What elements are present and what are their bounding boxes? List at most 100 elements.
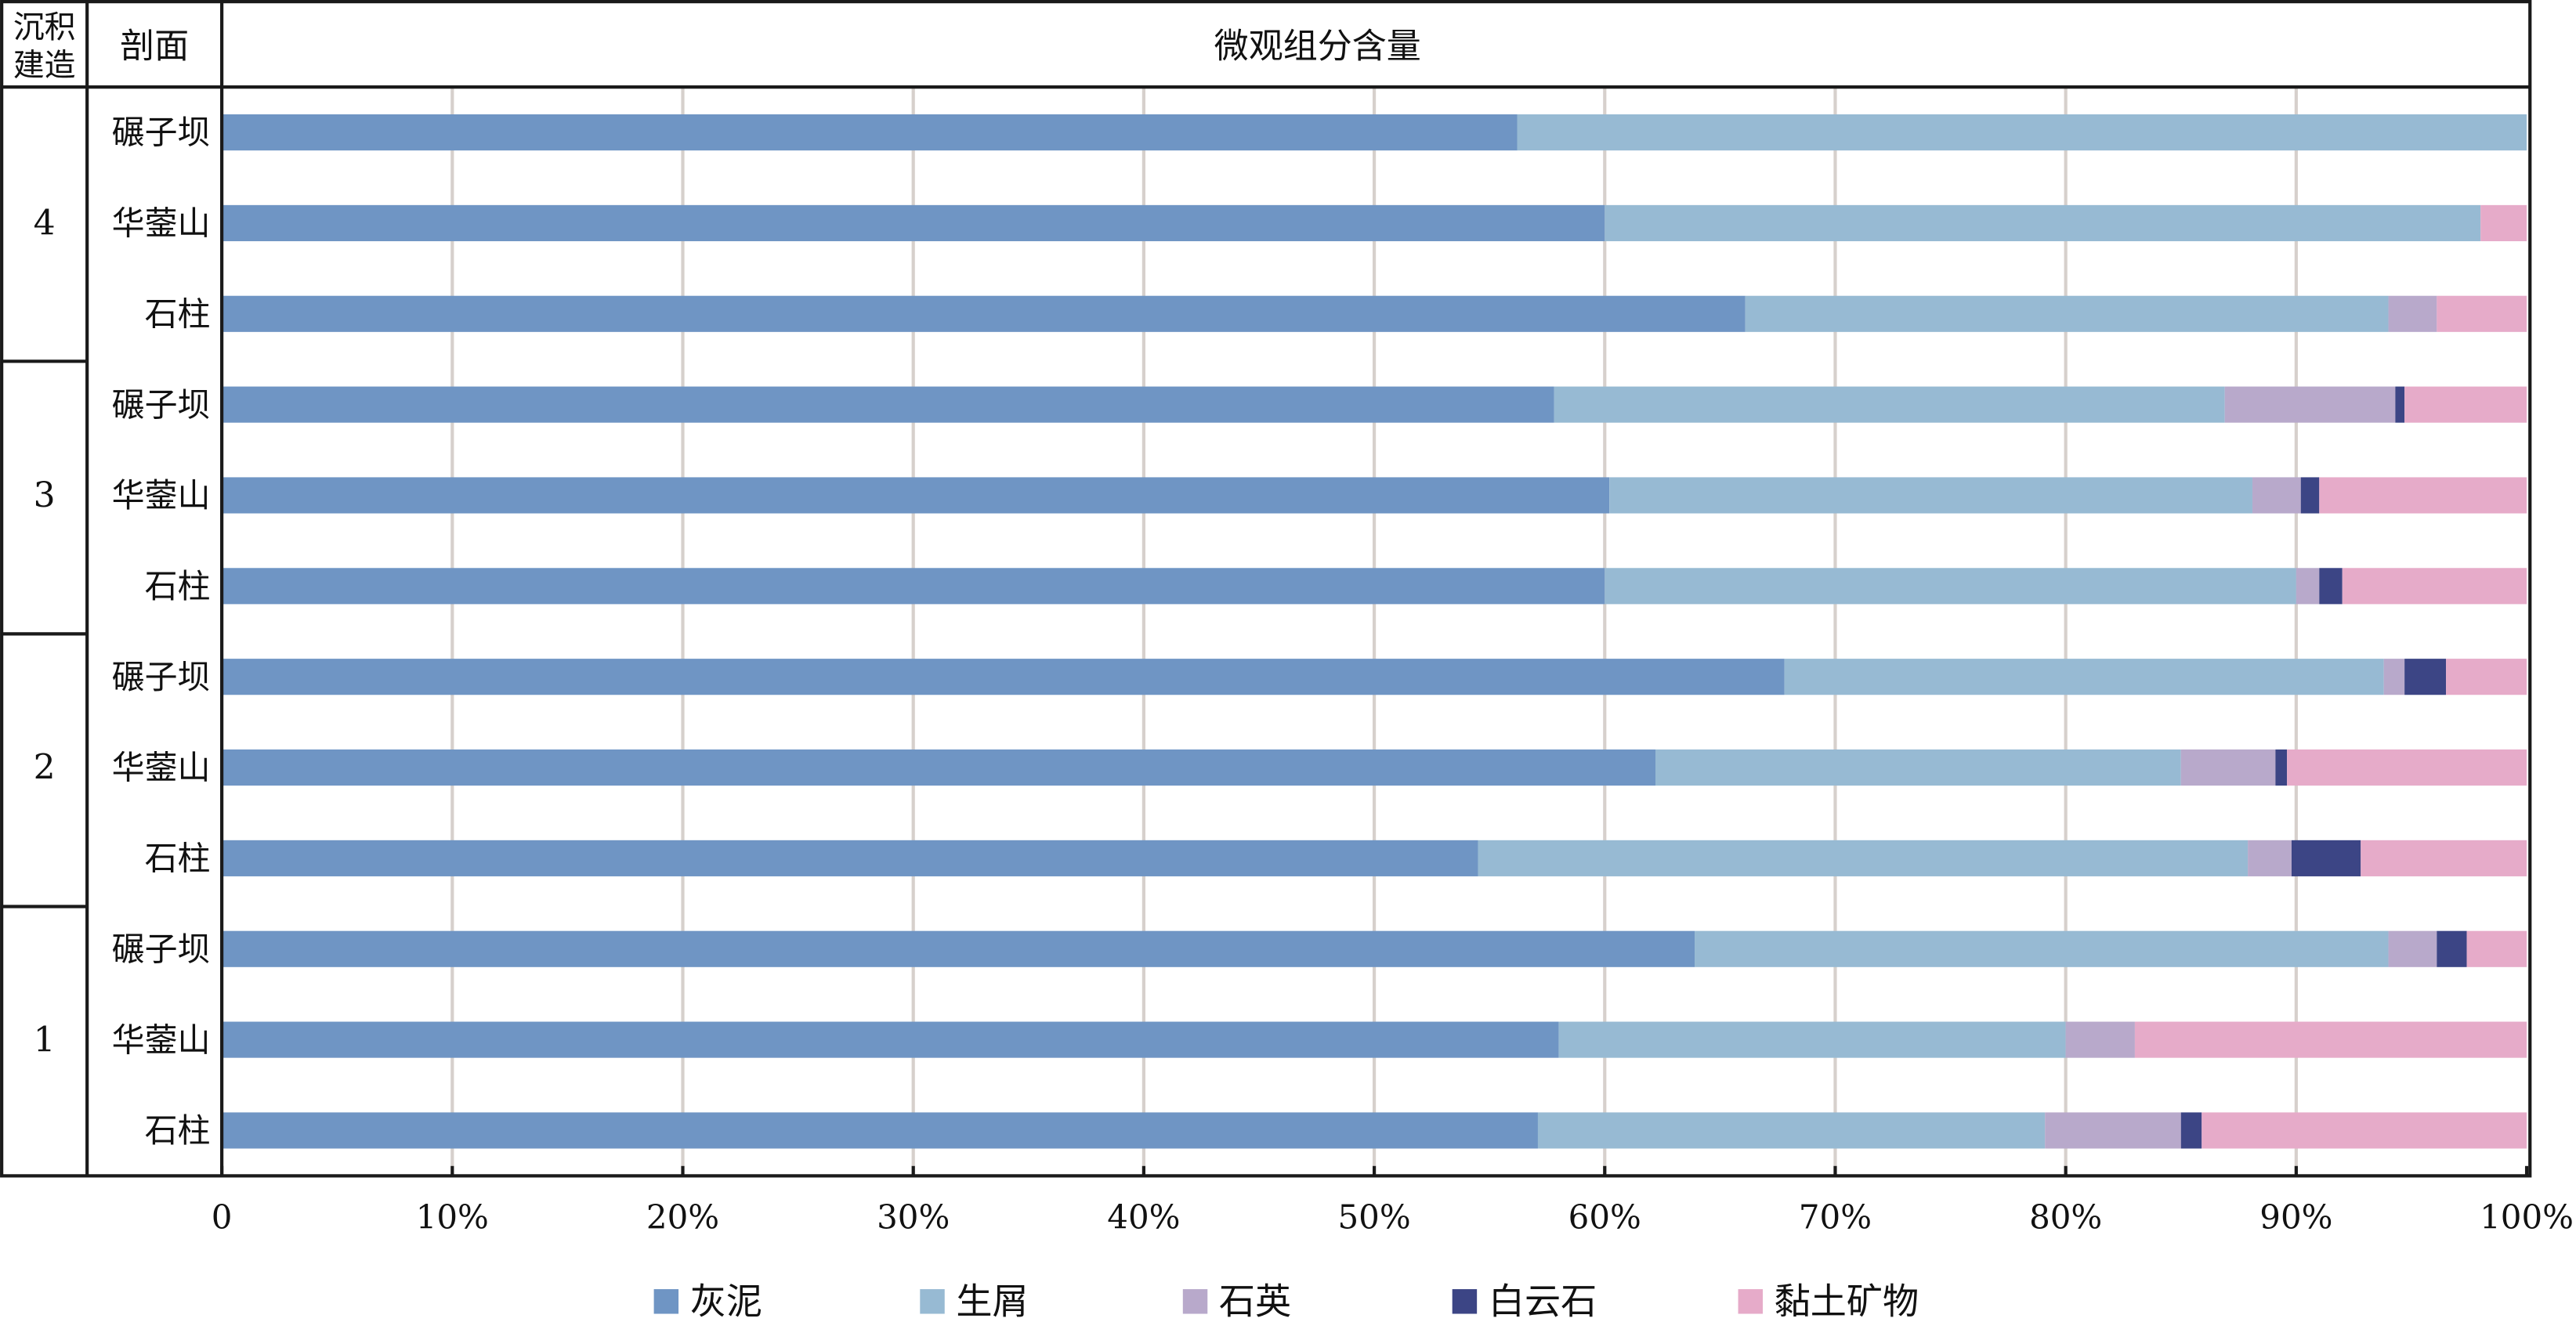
bar-segment-生屑: [1517, 114, 2527, 151]
bar-segment-白云石: [2275, 749, 2288, 786]
bar-segment-白云石: [2291, 840, 2361, 876]
legend-swatch: [1738, 1289, 1764, 1314]
section-label: 华蓥山: [112, 1020, 211, 1059]
bar-segment-白云石: [2300, 477, 2320, 514]
section-label: 碾子坝: [112, 658, 211, 696]
group-label: 4: [34, 204, 56, 244]
bar-segment-灰泥: [222, 1021, 1559, 1058]
bar-segment-灰泥: [222, 568, 1605, 605]
bar-segment-灰泥: [222, 114, 1518, 151]
bar-segment-生屑: [1695, 930, 2389, 967]
section-label: 华蓥山: [112, 476, 211, 515]
bar-segment-石英: [2388, 295, 2437, 332]
bar-segment-灰泥: [222, 386, 1554, 423]
section-label: 华蓥山: [112, 204, 211, 243]
x-tick-label: 70%: [1799, 1197, 1872, 1236]
x-tick-label: 90%: [2259, 1197, 2332, 1236]
bar-segment-白云石: [2319, 568, 2343, 605]
bar-segment-黏土矿物: [2202, 1112, 2527, 1149]
bar-segment-灰泥: [222, 477, 1610, 514]
x-tick-label: 50%: [1337, 1197, 1410, 1236]
legend: 灰泥 生屑 石英 白云石 黏土矿物: [653, 1280, 1919, 1322]
bar-segment-灰泥: [222, 930, 1695, 967]
bar-segment-灰泥: [222, 749, 1656, 786]
legend-label: 灰泥: [690, 1280, 762, 1322]
bar-segment-石英: [2383, 659, 2405, 695]
bar-segment-生屑: [1609, 477, 2252, 514]
x-tick-label: 40%: [1107, 1197, 1180, 1236]
legend-swatch: [920, 1289, 945, 1314]
bar-segment-黏土矿物: [2404, 386, 2527, 423]
bar-segment-灰泥: [222, 204, 1605, 241]
bar-segment-黏土矿物: [2437, 295, 2527, 332]
bar-segment-生屑: [1784, 659, 2384, 695]
x-tick-label: 10%: [416, 1197, 489, 1236]
legend-label: 石英: [1219, 1280, 1291, 1322]
bar-segment-生屑: [1745, 295, 2389, 332]
bar-segment-石英: [2296, 568, 2320, 605]
legend-swatch: [1182, 1289, 1208, 1314]
bar-segment-石英: [2224, 386, 2396, 423]
bar-segment-黏土矿物: [2446, 659, 2527, 695]
x-tick-label: 60%: [1568, 1197, 1641, 1236]
bar-segment-生屑: [1558, 1021, 2066, 1058]
section-label: 碾子坝: [112, 930, 211, 968]
bar-segment-白云石: [2395, 386, 2405, 423]
header-group-col-line1: 沉积: [13, 9, 76, 45]
section-label: 石柱: [145, 840, 211, 878]
group-label: 3: [34, 475, 56, 515]
bar-segment-灰泥: [222, 295, 1746, 332]
bar-segment-白云石: [2180, 1112, 2202, 1149]
bar-segment-石英: [2180, 749, 2276, 786]
bar-segment-石英: [2248, 840, 2292, 876]
bar-segment-黏土矿物: [2361, 840, 2527, 876]
section-label: 石柱: [145, 294, 211, 333]
section-label: 石柱: [145, 1111, 211, 1150]
bar-segment-石英: [2388, 930, 2437, 967]
bar-segment-黏土矿物: [2342, 568, 2527, 605]
bar-segment-石英: [2065, 1021, 2135, 1058]
bar-segment-灰泥: [222, 1112, 1538, 1149]
x-tick-label: 20%: [646, 1197, 719, 1236]
legend-label: 白云石: [1489, 1280, 1597, 1322]
section-label: 碾子坝: [112, 385, 211, 424]
bar-segment-灰泥: [222, 659, 1785, 695]
header-group-col-line2: 建造: [13, 47, 76, 83]
bar-segment-黏土矿物: [2319, 477, 2527, 514]
section-label: 华蓥山: [112, 749, 211, 787]
legend-label: 黏土矿物: [1775, 1280, 1919, 1322]
bar-segment-生屑: [1605, 204, 2481, 241]
bar-segment-石英: [2045, 1112, 2181, 1149]
legend-label: 生屑: [956, 1280, 1028, 1322]
section-label: 石柱: [145, 567, 211, 605]
x-tick-label: 100%: [2480, 1197, 2574, 1236]
x-tick-label: 30%: [877, 1197, 950, 1236]
gridlines: [450, 87, 2298, 1176]
bar-segment-生屑: [1655, 749, 2181, 786]
bars: [222, 114, 2527, 1149]
group-label: 1: [34, 1020, 56, 1060]
bar-segment-生屑: [1605, 568, 2296, 605]
bar-segment-生屑: [1537, 1112, 2046, 1149]
x-axis: 0 10% 20% 30% 40% 50% 60% 70% 80% 90% 100%: [212, 1165, 2574, 1236]
legend-swatch: [1452, 1289, 1478, 1314]
legend-swatch: [653, 1289, 679, 1314]
x-tick-label: 0: [212, 1197, 233, 1236]
chart-title: 微观组分含量: [1214, 26, 1421, 66]
group-label: 2: [34, 748, 56, 788]
bar-segment-石英: [2252, 477, 2301, 514]
bar-segment-灰泥: [222, 840, 1478, 876]
bar-segment-黏土矿物: [2466, 930, 2527, 967]
x-tick-label: 80%: [2029, 1197, 2102, 1236]
bar-segment-黏土矿物: [2134, 1021, 2527, 1058]
bar-segment-生屑: [1478, 840, 2249, 876]
header-section-col: 剖面: [120, 26, 189, 66]
bar-segment-黏土矿物: [2480, 204, 2527, 241]
bar-segment-白云石: [2404, 659, 2447, 695]
bar-segment-黏土矿物: [2287, 749, 2527, 786]
table-frame: [0, 0, 2532, 1178]
bar-segment-生屑: [1554, 386, 2225, 423]
section-label: 碾子坝: [112, 114, 211, 152]
